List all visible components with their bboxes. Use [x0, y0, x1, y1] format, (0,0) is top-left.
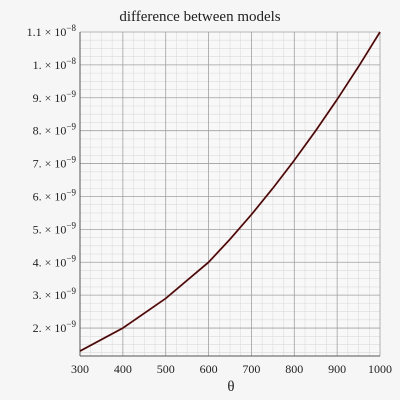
y-tick-label: 5. × 10−9 [33, 220, 77, 236]
y-tick-label: 2. × 10−9 [33, 319, 77, 335]
series-layer [79, 31, 381, 352]
y-tick-label: 4. × 10−9 [33, 253, 77, 269]
x-tick-label: 500 [157, 362, 175, 376]
y-tick-label: 9. × 10−9 [33, 89, 77, 105]
y-tick-label: 3. × 10−9 [33, 286, 77, 302]
y-tick-label: 8. × 10−9 [33, 122, 77, 138]
y-tick-label: 1. × 10−8 [33, 56, 77, 72]
x-tick-label: 400 [114, 362, 132, 376]
chart-title: difference between models [119, 9, 280, 25]
minor-grid [80, 32, 380, 356]
y-tick-label: 6. × 10−9 [33, 187, 77, 203]
axes [79, 32, 380, 357]
x-tick-label: 1000 [368, 362, 392, 376]
y-tick-label: 7. × 10−9 [33, 155, 77, 171]
x-tick-label: 800 [285, 362, 303, 376]
x-axis-label: θ [227, 379, 234, 395]
x-tick-label: 300 [71, 362, 89, 376]
y-tick-label: 1.1 × 10−8 [27, 23, 77, 39]
x-tick-label: 700 [242, 362, 260, 376]
x-tick-label: 900 [328, 362, 346, 376]
x-tick-labels: 300 400 500 600 700 800 900 1000 [71, 362, 392, 376]
series-line-core [79, 31, 381, 352]
x-tick-label: 600 [200, 362, 218, 376]
y-tick-labels: 2. × 10−9 3. × 10−9 4. × 10−9 5. × 10−9 6. ×… [27, 23, 77, 335]
major-grid [79, 31, 381, 356]
